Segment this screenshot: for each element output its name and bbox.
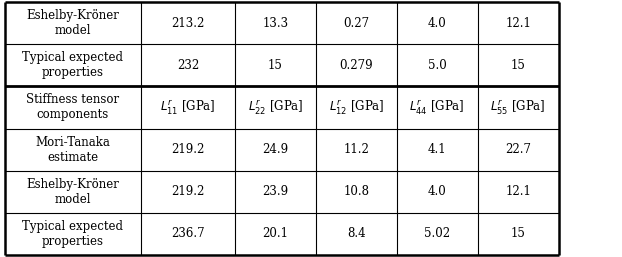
Text: 4.0: 4.0 (428, 17, 447, 30)
Text: $L^r_{12}$ [GPa]: $L^r_{12}$ [GPa] (328, 98, 384, 116)
Text: 20.1: 20.1 (262, 227, 289, 240)
Text: 12.1: 12.1 (505, 17, 531, 30)
Text: 15: 15 (511, 227, 526, 240)
Text: 0.27: 0.27 (343, 17, 369, 30)
Text: $L^r_{44}$ [GPa]: $L^r_{44}$ [GPa] (409, 98, 465, 116)
Text: 232: 232 (177, 59, 199, 72)
Text: $L^r_{22}$ [GPa]: $L^r_{22}$ [GPa] (248, 98, 304, 116)
Text: 4.1: 4.1 (428, 143, 447, 156)
Text: $L^r_{11}$ [GPa]: $L^r_{11}$ [GPa] (160, 98, 216, 116)
Text: 12.1: 12.1 (505, 185, 531, 198)
Text: 22.7: 22.7 (505, 143, 531, 156)
Text: 0.279: 0.279 (340, 59, 373, 72)
Text: Stiffness tensor
components: Stiffness tensor components (26, 94, 119, 121)
Text: 13.3: 13.3 (262, 17, 289, 30)
Text: 24.9: 24.9 (262, 143, 289, 156)
Text: Typical expected
properties: Typical expected properties (22, 51, 123, 79)
Text: 219.2: 219.2 (171, 185, 205, 198)
Text: 236.7: 236.7 (171, 227, 205, 240)
Text: 5.0: 5.0 (428, 59, 447, 72)
Text: 4.0: 4.0 (428, 185, 447, 198)
Text: 23.9: 23.9 (262, 185, 289, 198)
Text: Typical expected
properties: Typical expected properties (22, 220, 123, 248)
Text: Eshelby-Kröner
model: Eshelby-Kröner model (26, 178, 119, 206)
Text: 213.2: 213.2 (171, 17, 205, 30)
Text: 15: 15 (268, 59, 283, 72)
Text: 8.4: 8.4 (347, 227, 366, 240)
Text: Eshelby-Kröner
model: Eshelby-Kröner model (26, 9, 119, 37)
Text: 5.02: 5.02 (424, 227, 450, 240)
Text: 15: 15 (511, 59, 526, 72)
Text: Mori-Tanaka
estimate: Mori-Tanaka estimate (35, 136, 110, 163)
Text: 10.8: 10.8 (343, 185, 369, 198)
Text: 219.2: 219.2 (171, 143, 205, 156)
Text: 11.2: 11.2 (343, 143, 369, 156)
Text: $L^r_{55}$ [GPa]: $L^r_{55}$ [GPa] (490, 98, 546, 116)
